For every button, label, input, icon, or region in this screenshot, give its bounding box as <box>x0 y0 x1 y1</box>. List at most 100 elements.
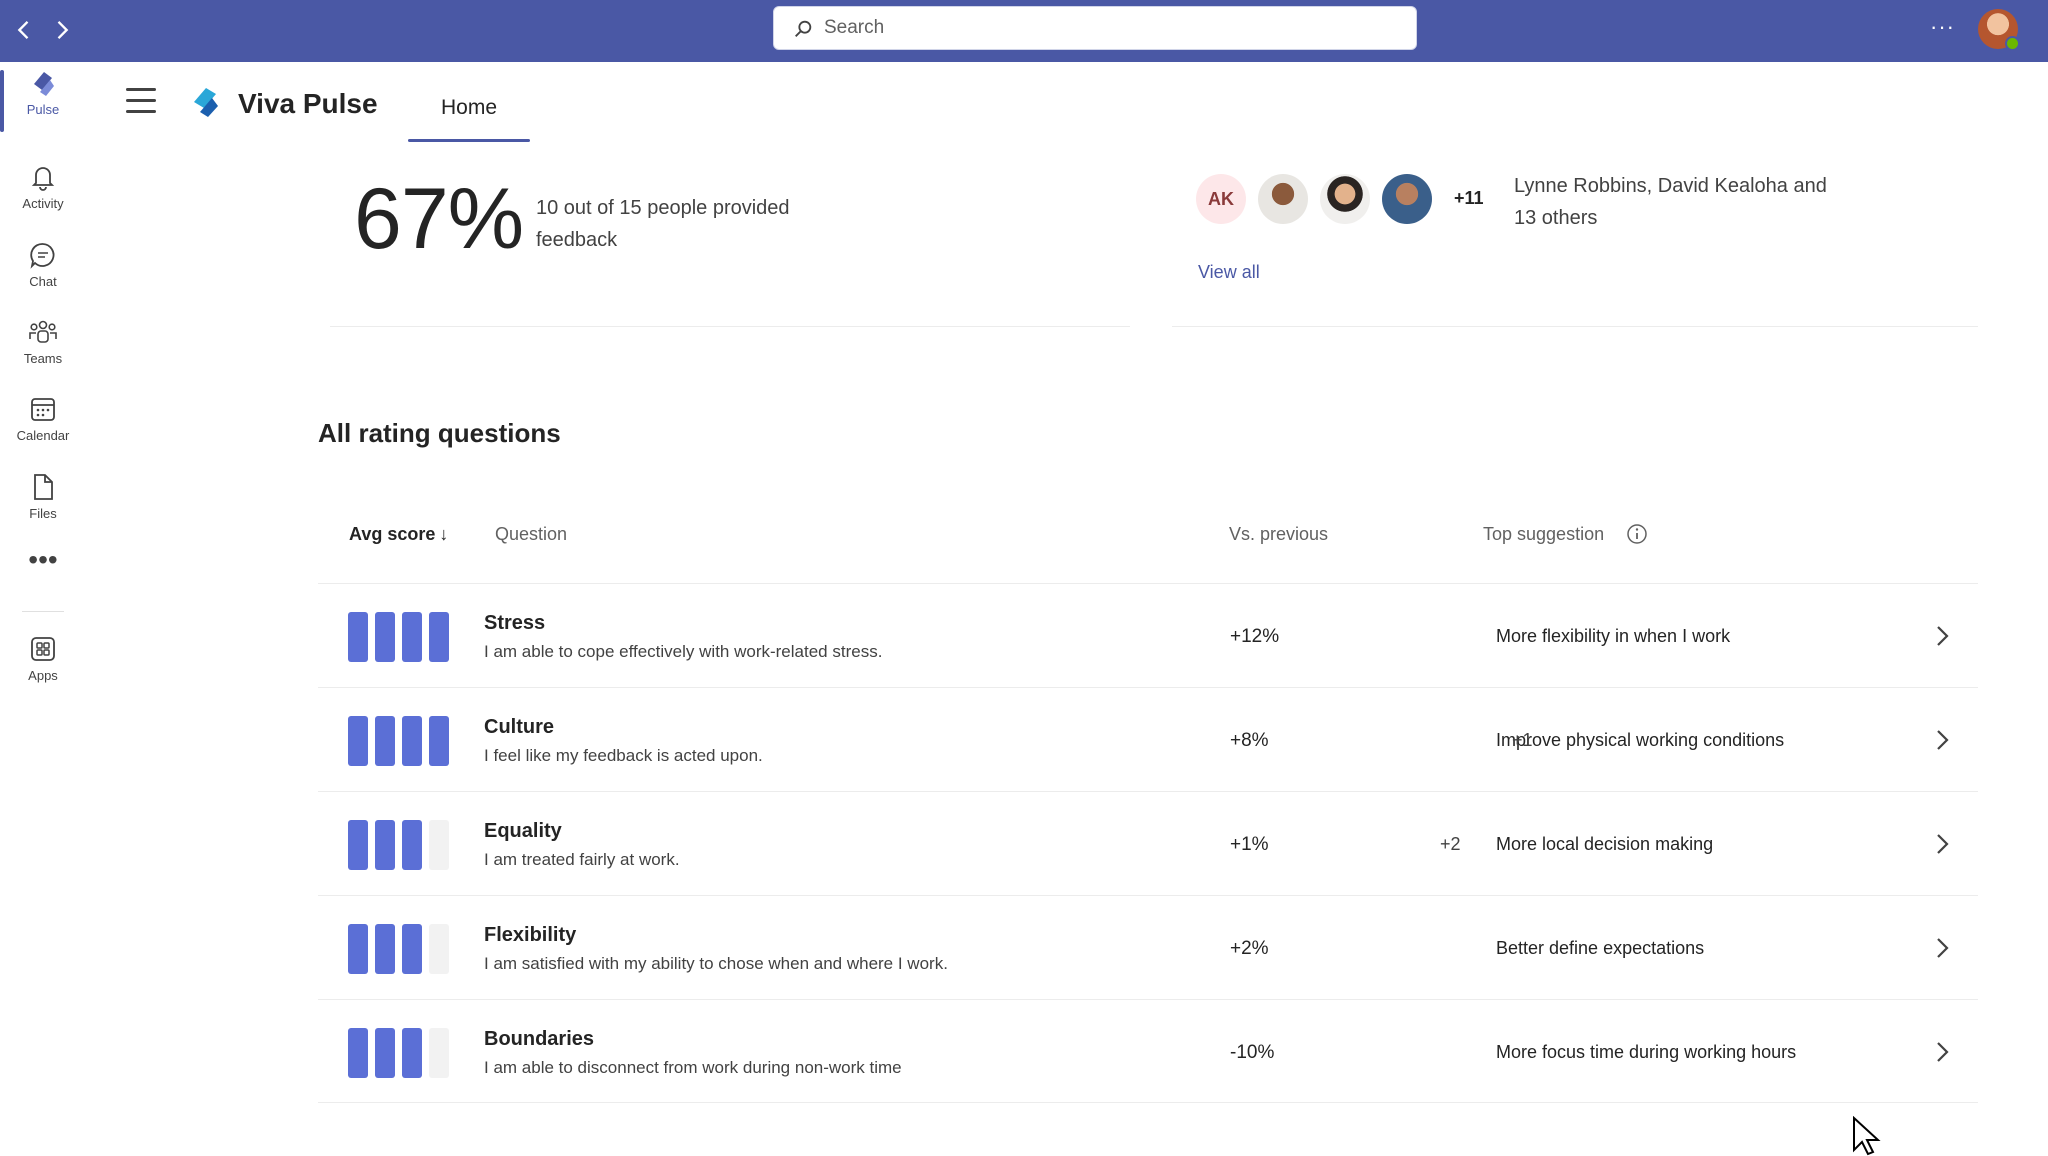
score-bar-filled <box>348 716 368 766</box>
rail-divider <box>22 611 64 612</box>
more-options-icon[interactable]: ··· <box>1930 14 1955 39</box>
presence-indicator <box>2005 36 2020 51</box>
question-description: I feel like my feedback is acted upon. <box>484 746 763 765</box>
rail-label: Calendar <box>16 428 70 443</box>
rail-item-chat[interactable]: Chat <box>0 240 86 310</box>
tab-active-indicator <box>408 139 530 142</box>
score-bar-filled <box>402 820 422 870</box>
top-suggestion: Better define expectations <box>1496 938 1705 958</box>
search-input[interactable] <box>824 13 1404 43</box>
score-bar-filled <box>402 924 422 974</box>
hamburger-menu-icon[interactable] <box>126 88 156 114</box>
suggestion-extra-count: +2 <box>1440 834 1461 854</box>
forward-arrow-icon[interactable] <box>48 16 76 44</box>
search-icon <box>795 20 812 37</box>
score-bar-filled <box>402 716 422 766</box>
score-bar-filled <box>429 612 449 662</box>
more-respondents-count: +11 <box>1454 188 1484 208</box>
score-bar-filled <box>348 924 368 974</box>
section-divider <box>330 326 1130 327</box>
respondent-names: Lynne Robbins, David Kealoha and 13 othe… <box>1514 175 1827 229</box>
chat-icon <box>30 243 55 269</box>
chevron-right-icon[interactable] <box>1930 830 1954 858</box>
score-bar-filled <box>348 612 368 662</box>
score-bar-filled <box>348 1028 368 1078</box>
table-row[interactable]: Equality I am treated fairly at work. +1% M… <box>318 791 1978 895</box>
column-header-top-suggestion[interactable]: Top suggestion <box>1483 524 1605 544</box>
score-bar-empty <box>429 924 449 974</box>
top-suggestion: More local decision making <box>1496 834 1714 854</box>
question-title: Flexibility <box>484 924 577 946</box>
rail-item-calendar[interactable]: Calendar <box>0 394 86 464</box>
avatar <box>1382 174 1432 224</box>
chevron-right-icon[interactable] <box>1930 622 1954 650</box>
section-title: All rating questions <box>318 418 561 448</box>
score-bar-filled <box>375 612 395 662</box>
teams-icon <box>29 320 57 343</box>
mouse-cursor-icon <box>1853 1116 1881 1156</box>
column-header-avg-score[interactable]: Avg score ↓ <box>349 524 448 545</box>
top-suggestion: Improve physical working conditions <box>1496 730 1785 750</box>
section-divider <box>1172 326 1978 327</box>
rail-item-activity[interactable]: Activity <box>0 162 86 232</box>
avatar: AK <box>1196 174 1246 224</box>
score-bars <box>348 612 454 662</box>
change-vs-previous: +2% <box>1230 938 1269 959</box>
avatar <box>1320 174 1370 224</box>
app-name: Viva Pulse <box>238 88 378 119</box>
tab-home[interactable]: Home <box>440 96 498 119</box>
column-header-question[interactable]: Question <box>495 524 568 544</box>
rail-item-teams[interactable]: Teams <box>0 317 86 387</box>
rail-item-files[interactable]: Files <box>0 472 86 542</box>
back-arrow-icon[interactable] <box>10 16 38 44</box>
rail-label: Teams <box>23 351 63 366</box>
score-bar-filled <box>375 716 395 766</box>
response-rate-value: 67% <box>354 171 524 267</box>
score-bar-filled <box>375 820 395 870</box>
question-description: I am treated fairly at work. <box>484 850 680 869</box>
rail-item-apps[interactable]: Apps <box>0 634 86 704</box>
rail-label: Pulse <box>26 102 60 117</box>
search-box[interactable] <box>773 6 1417 50</box>
question-title: Boundaries <box>484 1028 595 1050</box>
score-bars <box>348 924 454 974</box>
score-bar-empty <box>429 1028 449 1078</box>
change-vs-previous: -10% <box>1230 1042 1275 1063</box>
calendar-icon <box>31 398 55 421</box>
question-description: I am able to cope effectively with work-… <box>484 642 883 661</box>
question-title: Stress <box>484 612 546 634</box>
table-row[interactable]: Boundaries I am able to disconnect from w… <box>318 999 1978 1103</box>
score-bar-empty <box>429 820 449 870</box>
score-bars <box>348 1028 454 1078</box>
chevron-right-icon[interactable] <box>1930 1038 1954 1066</box>
more-apps-icon[interactable]: ••• <box>28 544 58 575</box>
change-vs-previous: +1% <box>1230 834 1269 855</box>
title-bar: ··· <box>0 0 2048 62</box>
rail-item-pulse[interactable]: Pulse <box>0 68 86 138</box>
top-suggestion: More flexibility in when I work <box>1496 626 1731 646</box>
question-description: I am satisfied with my ability to chose … <box>484 954 948 973</box>
score-bar-filled <box>375 1028 395 1078</box>
table-row[interactable]: Flexibility I am satisfied with my abilit… <box>318 895 1978 999</box>
question-description: I am able to disconnect from work during… <box>484 1058 902 1077</box>
viva-pulse-logo-icon <box>194 88 218 117</box>
suggestion-extra-count: +1 <box>1512 730 1533 750</box>
table-row[interactable]: Culture I feel like my feedback is acted … <box>318 687 1978 791</box>
score-bars <box>348 820 454 870</box>
user-avatar[interactable] <box>1978 9 2020 51</box>
score-bars <box>348 716 454 766</box>
info-icon[interactable] <box>1626 523 1648 545</box>
table-row[interactable]: Stress I am able to cope effectively with… <box>318 583 1978 687</box>
chevron-right-icon[interactable] <box>1930 934 1954 962</box>
view-all-link[interactable]: View all <box>1198 262 1260 282</box>
rail-label: Activity <box>22 196 64 211</box>
score-bar-filled <box>429 716 449 766</box>
column-header-vs-previous[interactable]: Vs. previous <box>1229 524 1329 544</box>
avatar <box>1258 174 1308 224</box>
top-suggestion: More focus time during working hours <box>1496 1042 1797 1062</box>
score-bar-filled <box>348 820 368 870</box>
rail-label: Chat <box>29 274 57 289</box>
apps-icon <box>31 637 55 661</box>
score-bar-filled <box>402 612 422 662</box>
chevron-right-icon[interactable] <box>1930 726 1954 754</box>
